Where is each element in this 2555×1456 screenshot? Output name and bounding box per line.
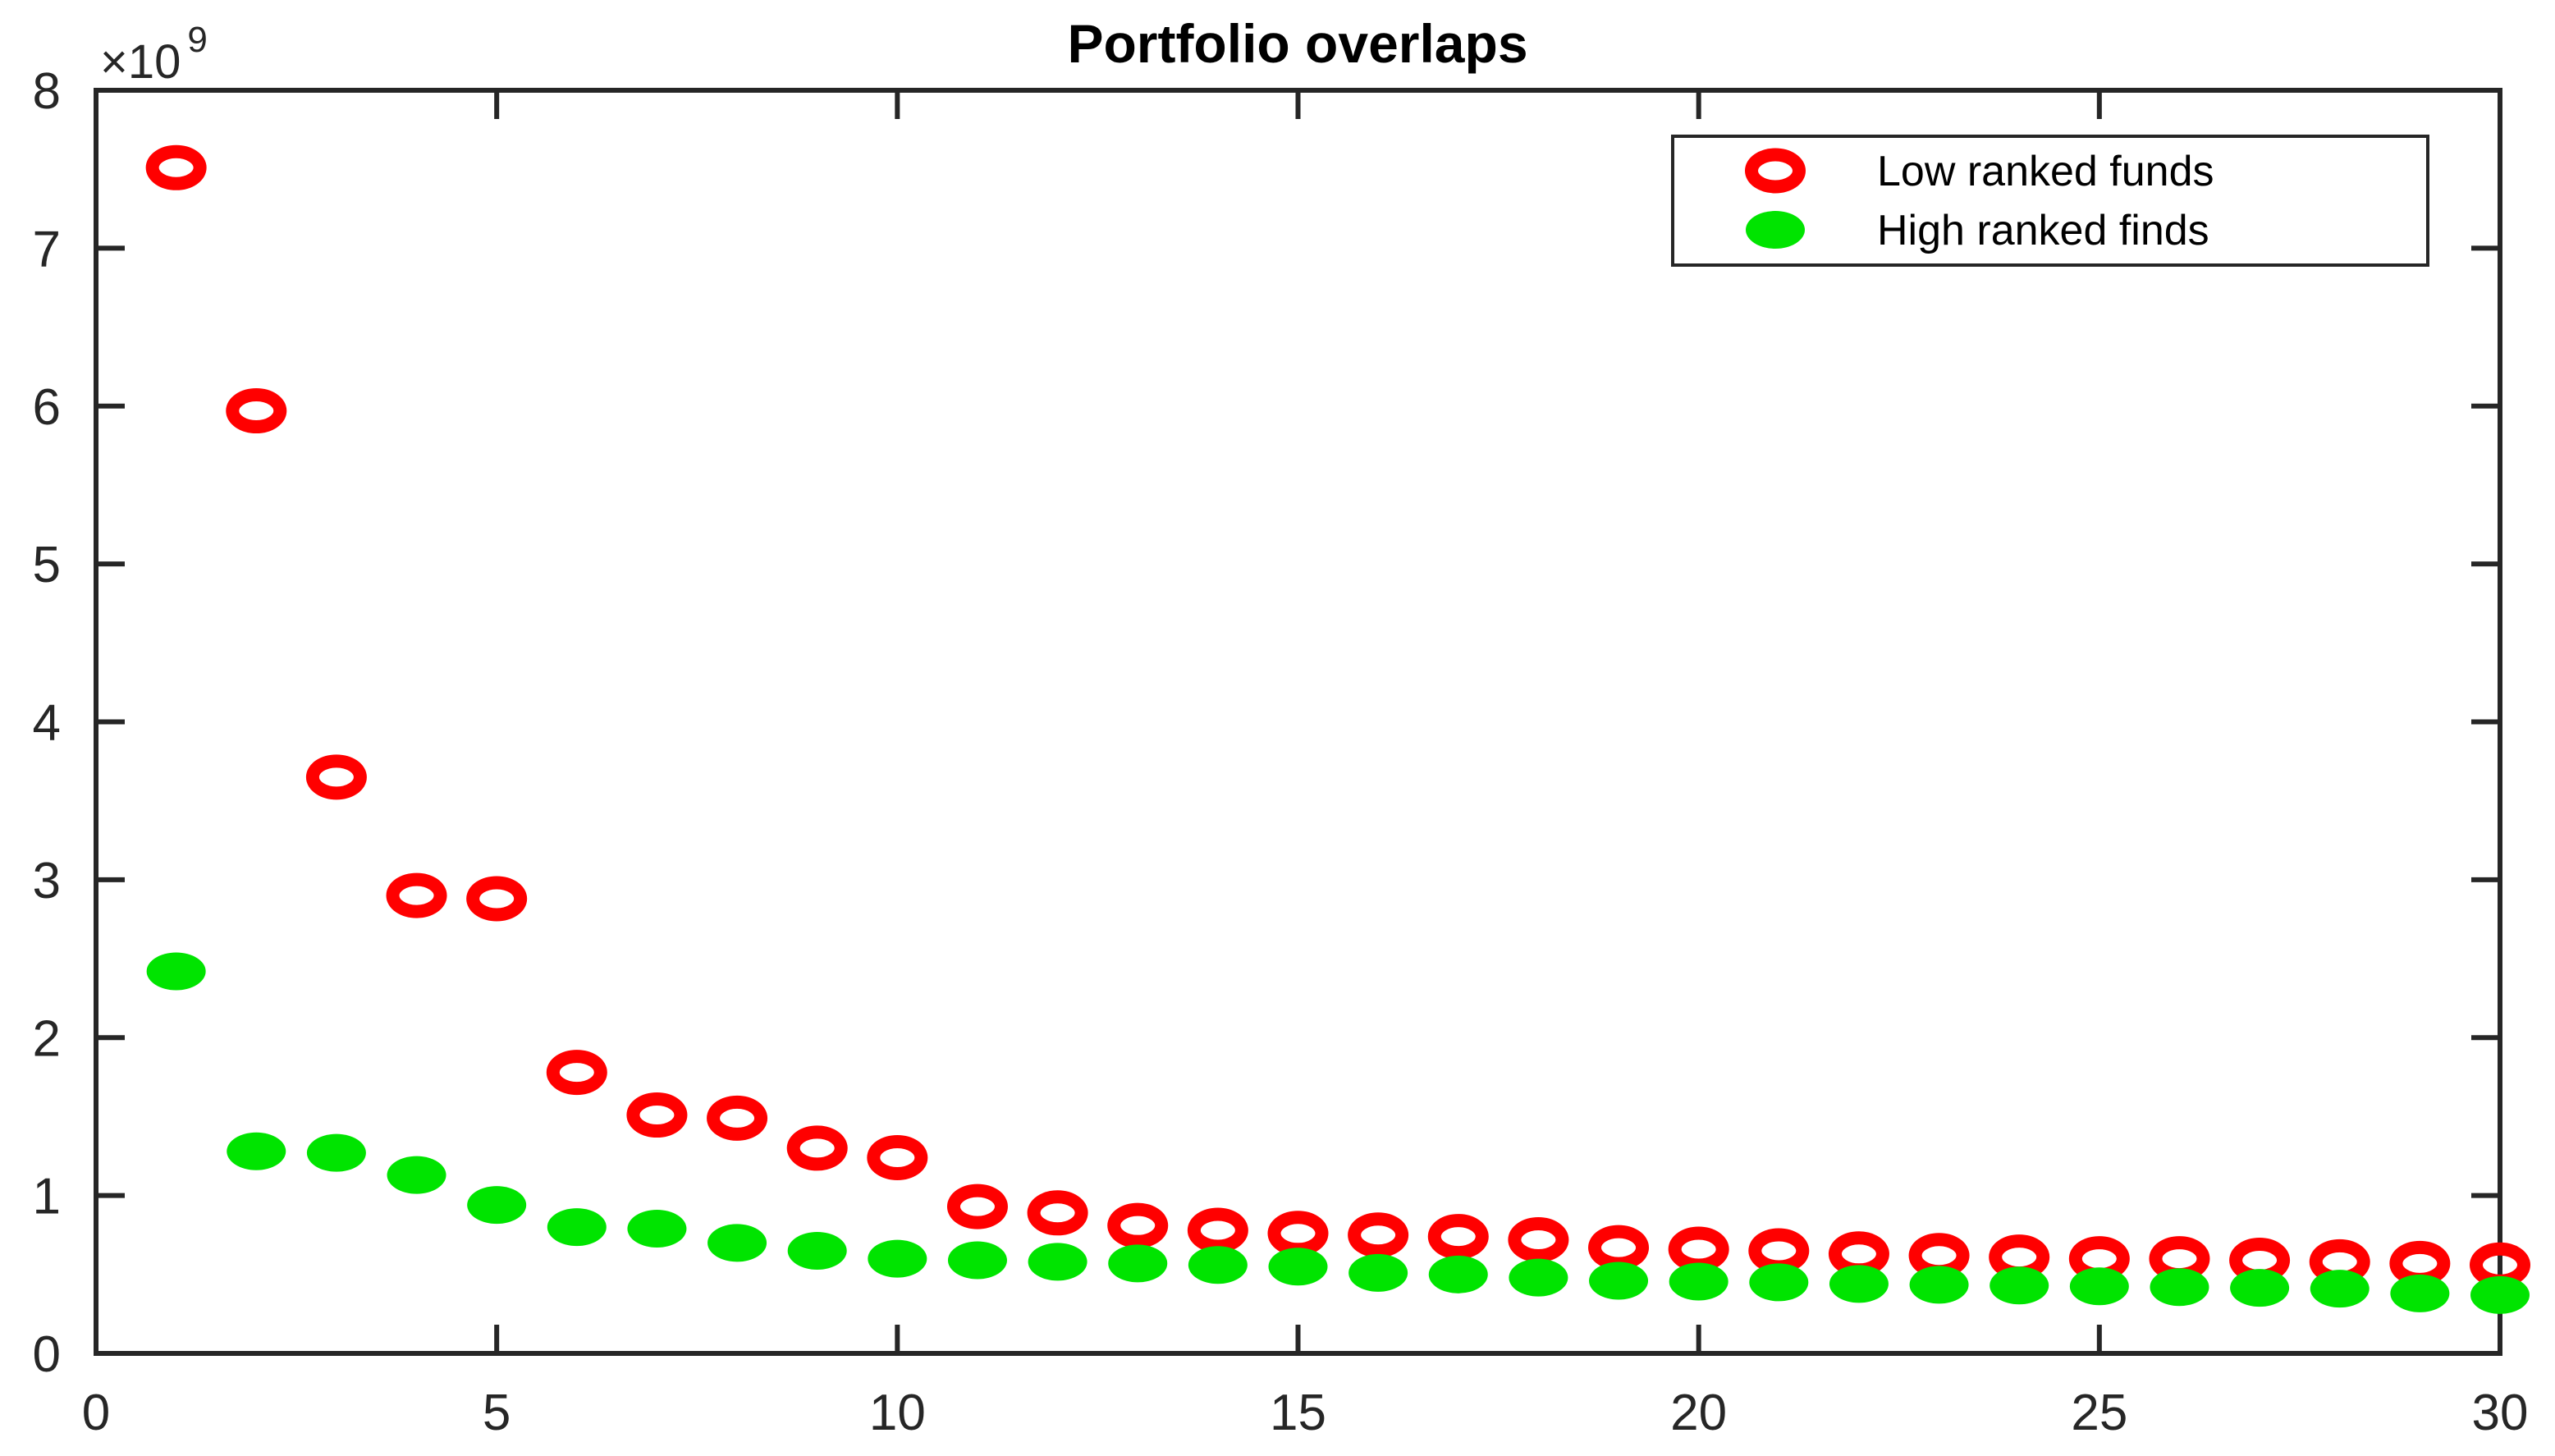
high-ranked-finds-marker (387, 1156, 446, 1194)
y-tick-label: 0 (33, 1326, 61, 1383)
low-ranked-funds-marker (1107, 1202, 1169, 1248)
legend-label: Low ranked funds (1877, 148, 2214, 195)
series-low-ranked-funds (145, 144, 2530, 1288)
high-ranked-finds-marker (1749, 1263, 1809, 1302)
axis-tick-labels: 0 5 10 15 20 25 30 0 1 2 3 4 5 6 7 8 (33, 63, 2529, 1441)
legend-label: High ranked finds (1877, 207, 2209, 254)
low-ranked-funds-marker (1508, 1216, 1569, 1262)
high-ranked-finds-marker (1909, 1266, 1969, 1304)
high-ranked-finds-marker (306, 1133, 366, 1172)
x-tick-label: 20 (1670, 1385, 1727, 1441)
low-ranked-funds-marker (305, 754, 367, 800)
low-ranked-funds-marker (546, 1050, 607, 1096)
low-ranked-funds-marker (466, 876, 528, 922)
high-ranked-finds-marker (1108, 1244, 1168, 1283)
x-tick-label: 5 (483, 1385, 511, 1441)
low-ranked-funds-marker (1187, 1207, 1248, 1253)
high-ranked-finds-marker (2069, 1267, 2129, 1306)
x-tick-label: 10 (869, 1385, 926, 1441)
high-ranked-finds-marker (1028, 1243, 1087, 1281)
y-tick-label: 1 (33, 1169, 61, 1225)
y-axis-exponent-label: ×10 9 (100, 20, 208, 89)
x-tick-label: 0 (82, 1385, 110, 1441)
legend: Low ranked funds High ranked finds (1671, 135, 2429, 267)
high-ranked-finds-marker (1188, 1246, 1248, 1284)
low-ranked-funds-marker (786, 1125, 848, 1171)
y-tick-label: 8 (33, 63, 61, 120)
high-ranked-finds-marker (1509, 1258, 1568, 1297)
y-tick-label: 6 (33, 379, 61, 436)
high-ranked-finds-marker (146, 952, 206, 991)
high-ranked-finds-marker (2470, 1275, 2530, 1314)
high-ranked-finds-marker (1428, 1255, 1488, 1293)
low-ranked-funds-marker (1348, 1212, 1409, 1258)
high-ranked-finds-marker (707, 1224, 767, 1262)
low-ranked-funds-marker (1267, 1211, 1329, 1257)
low-ranked-funds-marker (1588, 1225, 1650, 1271)
high-ranked-finds-marker (2390, 1274, 2450, 1312)
high-ranked-finds-marker (2150, 1268, 2209, 1307)
high-ranked-finds-marker (2230, 1269, 2290, 1307)
high-ranked-finds-marker (627, 1210, 687, 1248)
legend-item-high-ranked-finds: High ranked finds (1746, 207, 2209, 254)
low-ranked-funds-marker (867, 1134, 928, 1180)
low-ranked-funds-marker (1668, 1226, 1729, 1272)
y-tick-label: 4 (33, 695, 61, 752)
y-tick-label: 3 (33, 853, 61, 909)
axis-ticks (94, 88, 2502, 1356)
y-tick-label: 7 (33, 221, 61, 277)
low-ranked-funds-marker (946, 1184, 1008, 1229)
low-ranked-funds-marker (1748, 1228, 1810, 1274)
y-tick-label: 2 (33, 1010, 61, 1067)
high-ranked-finds-marker (227, 1132, 286, 1170)
legend-item-low-ranked-funds: Low ranked funds (1745, 148, 2214, 195)
high-ranked-finds-marker (1268, 1248, 1328, 1286)
high-ranked-finds-marker (1990, 1266, 2049, 1305)
legend-open-circle-marker (1745, 148, 1806, 194)
exponent-base-text: ×10 (100, 35, 181, 89)
high-ranked-finds-marker (2310, 1270, 2370, 1308)
legend-filled-circle-marker (1746, 211, 1805, 249)
y-tick-label: 5 (33, 537, 61, 593)
legend-items: Low ranked funds High ranked finds (1745, 148, 2214, 254)
exponent-power-text: 9 (187, 20, 207, 60)
high-ranked-finds-marker (547, 1208, 607, 1247)
low-ranked-funds-marker (1427, 1214, 1489, 1260)
high-ranked-finds-marker (1348, 1253, 1408, 1292)
low-ranked-funds-marker (1027, 1190, 1088, 1236)
high-ranked-finds-marker (1669, 1262, 1729, 1301)
low-ranked-funds-marker (386, 872, 447, 918)
x-tick-label: 25 (2071, 1385, 2127, 1441)
high-ranked-finds-marker (1829, 1265, 1889, 1303)
high-ranked-finds-marker (868, 1239, 927, 1278)
low-ranked-funds-marker (626, 1092, 688, 1138)
low-ranked-funds-marker (707, 1095, 768, 1141)
high-ranked-finds-marker (1589, 1261, 1649, 1300)
high-ranked-finds-marker (947, 1241, 1007, 1280)
series-high-ranked-finds (146, 952, 2530, 1314)
high-ranked-finds-marker (467, 1186, 527, 1225)
high-ranked-finds-marker (787, 1231, 847, 1270)
x-tick-label: 15 (1270, 1385, 1326, 1441)
x-tick-label: 30 (2472, 1385, 2529, 1441)
low-ranked-funds-marker (226, 388, 287, 434)
plot-area-frame (94, 88, 2502, 1356)
chart-title: Portfolio overlaps (1067, 13, 1527, 74)
low-ranked-funds-marker (145, 144, 207, 190)
